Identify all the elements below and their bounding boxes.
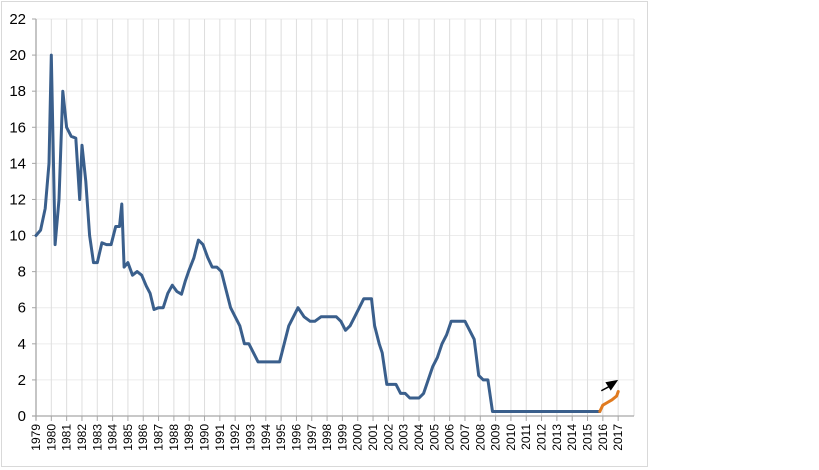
x-tick-label: 1993 (243, 424, 257, 451)
x-tick-label: 1999 (335, 424, 349, 451)
x-tick-label: 2017 (611, 424, 625, 451)
y-tick-label: 14 (9, 155, 26, 172)
x-tick-label: 2001 (366, 424, 380, 451)
series-lines (34, 53, 620, 413)
x-tick-label: 1981 (60, 424, 74, 451)
y-tick-label: 12 (9, 191, 26, 208)
x-tick-label: 2008 (473, 424, 487, 451)
y-tick-label: 18 (9, 83, 26, 100)
x-tick-label: 1989 (182, 424, 196, 451)
x-tick-label: 2006 (443, 424, 457, 451)
x-tick-label: 2016 (596, 424, 610, 451)
y-tick-label: 0 (18, 408, 26, 425)
x-tick-label: 1996 (289, 424, 303, 451)
x-tick-label: 1990 (198, 424, 212, 451)
x-tick-label: 1985 (121, 424, 135, 451)
x-tick-label: 1986 (136, 424, 150, 451)
x-tick-label: 1998 (320, 424, 334, 451)
axes (32, 19, 634, 420)
x-tick-label: 2003 (397, 424, 411, 451)
y-tick-label: 10 (9, 228, 26, 245)
x-tick-label: 1988 (167, 424, 181, 451)
trend-arrow-icon (600, 379, 619, 392)
x-tick-label: 1994 (259, 424, 273, 451)
x-tick-label: 2000 (351, 424, 365, 451)
x-axis-ticks: 1979 1980 1981 1982 1983 1984 1985 1986 1987 1988… (29, 416, 625, 451)
series-projection (598, 390, 620, 413)
y-tick-label: 22 (9, 11, 26, 28)
x-tick-label: 1992 (228, 424, 242, 451)
y-tick-label: 8 (18, 264, 26, 281)
x-tick-label: 2014 (565, 424, 579, 451)
x-tick-label: 1983 (90, 424, 104, 451)
x-tick-label: 1982 (75, 424, 89, 451)
x-tick-label: 1995 (274, 424, 288, 451)
x-tick-label: 2005 (427, 424, 441, 451)
x-tick-label: 2007 (458, 424, 472, 451)
y-tick-label: 2 (18, 372, 26, 389)
x-tick-label: 2013 (550, 424, 564, 451)
x-tick-label: 2012 (535, 424, 549, 451)
x-tick-label: 2011 (519, 424, 533, 450)
x-tick-label: 2015 (581, 424, 595, 451)
gridlines (36, 18, 635, 416)
x-tick-label: 2009 (489, 424, 503, 451)
x-tick-label: 1987 (152, 424, 166, 451)
x-tick-label: 1984 (106, 424, 120, 451)
x-tick-label: 2010 (504, 424, 518, 451)
y-tick-label: 16 (9, 119, 26, 136)
x-tick-label: 1979 (29, 424, 43, 451)
x-tick-label: 1980 (44, 424, 58, 451)
y-tick-label: 4 (18, 336, 26, 353)
x-tick-label: 1991 (213, 424, 227, 451)
series-historical (34, 53, 602, 413)
chart-frame (1, 1, 648, 467)
x-tick-label: 2004 (412, 424, 426, 451)
x-tick-label: 1997 (305, 424, 319, 451)
y-axis-ticks: 0 2 4 6 8 10 12 14 16 18 20 22 (9, 11, 36, 425)
x-tick-label: 2002 (381, 424, 395, 451)
y-tick-label: 20 (9, 47, 26, 64)
y-tick-label: 6 (18, 300, 26, 317)
